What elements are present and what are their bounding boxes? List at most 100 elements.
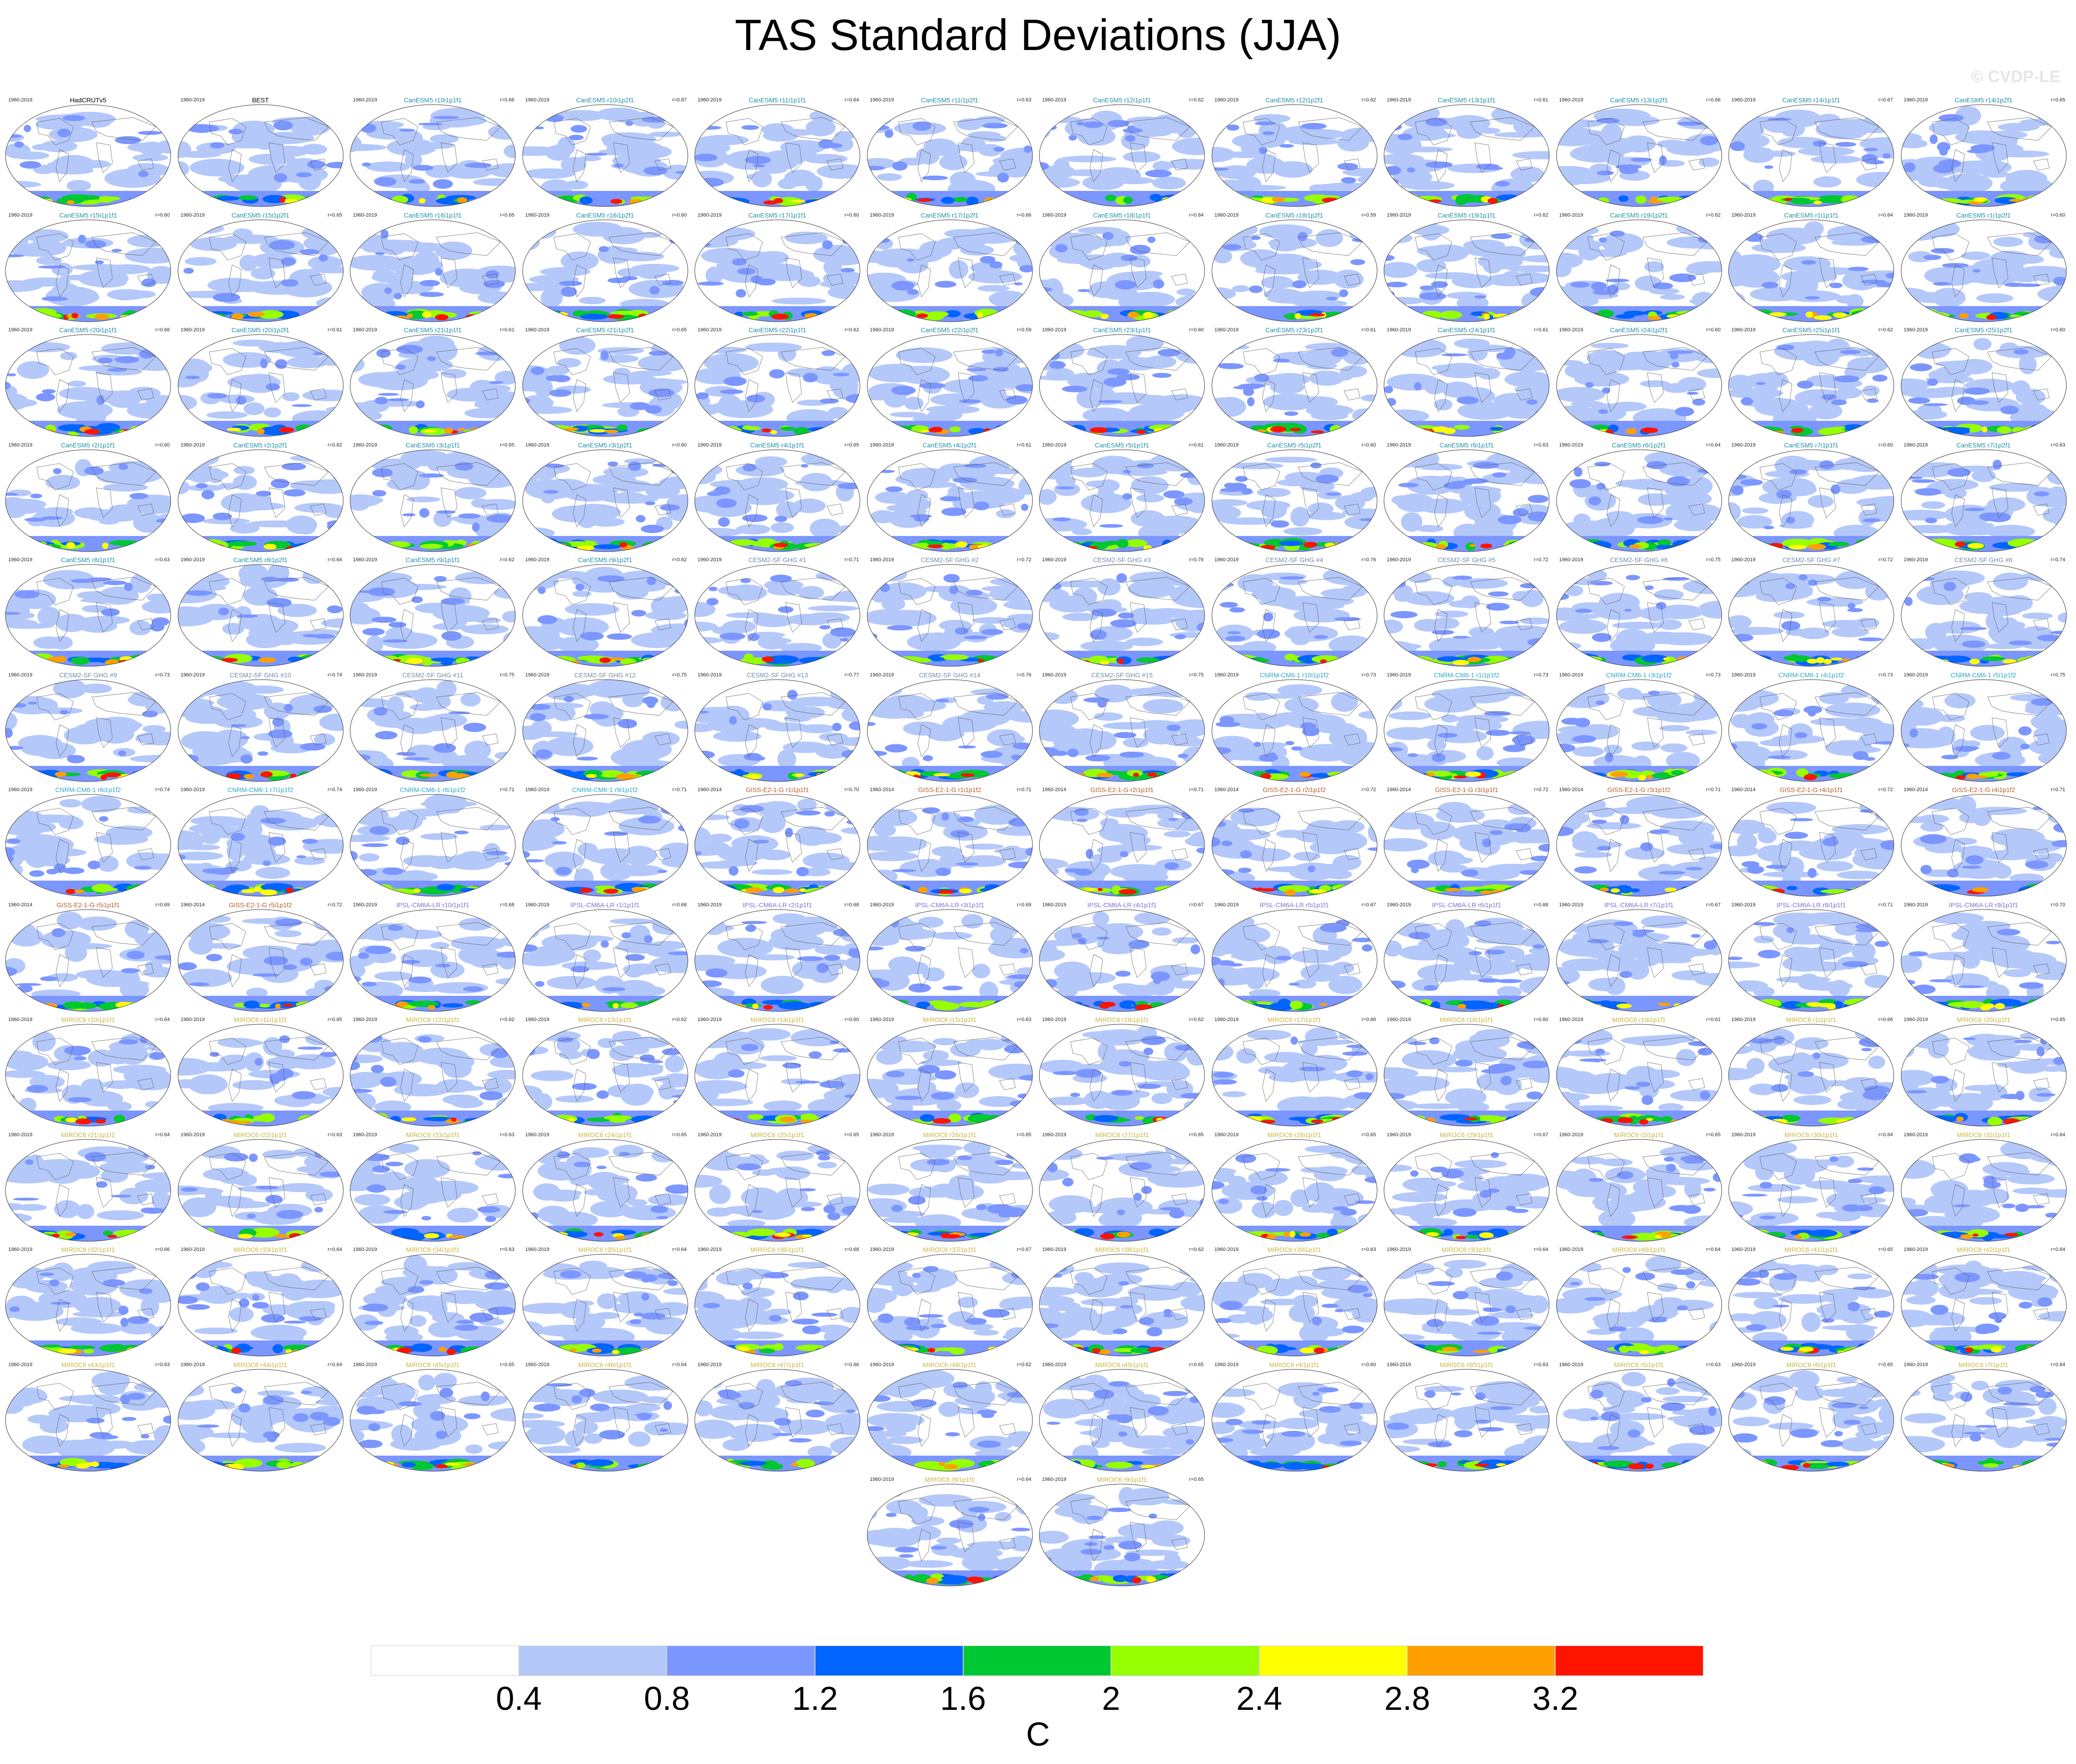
robinson-map	[1728, 449, 1894, 552]
panel-correlation: r=0.64	[2051, 1132, 2065, 1138]
panel-title: IPSL-CM6A-LR r9i1p1f1	[1949, 901, 2018, 909]
colorbar-tick-label: 0.8	[644, 1680, 690, 1717]
map-panel: 1960-2019 CanESM5 r24i1p2f1 r=0.60	[1554, 326, 1724, 441]
map-panel: 1960-2019 MIROC6 r16i1p1f1 r=0.62	[1037, 1016, 1207, 1131]
panel-period: 1960-2019	[180, 1132, 205, 1138]
panel-period: 1960-2019	[1903, 1017, 1928, 1022]
panel-period: 1960-2019	[1214, 212, 1239, 218]
map-panel: 1960-2019 MIROC6 r27i1p1f1 r=0.65	[1037, 1131, 1207, 1246]
map-panel: 1960-2019 CanESM5 r17i1p1f1 r=0.60	[692, 212, 863, 326]
colorbar-box	[1555, 1646, 1703, 1676]
map-panel: 1960-2019 CanESM5 r25i1p1f1 r=0.62	[1726, 326, 1897, 441]
panel-title: CanESM5 r16i1p1f1	[403, 211, 462, 219]
map-panel: 1960-2019 CESM2-SF GHG #5 r=0.72	[1381, 556, 1552, 671]
panel-correlation: r=0.63	[500, 1132, 515, 1138]
robinson-map	[178, 679, 343, 782]
map-panel: 1960-2019 CanESM5 r20i1p1f1 r=0.66	[3, 326, 173, 441]
map-panel: 1960-2019 CanESM5 r22i1p2f1 r=0.59	[865, 326, 1035, 441]
map-panel: 1960-2019 CanESM5 r18i1p2f1 r=0.59	[1209, 212, 1380, 326]
panel-period: 1960-2019	[1559, 1362, 1584, 1368]
map-panel: 1960-2019 MIROC6 r38i1p1f1 r=0.62	[1037, 1246, 1207, 1361]
panel-period: 1960-2019	[1214, 1362, 1239, 1368]
panel-period: 1960-2019	[1731, 442, 1756, 448]
panel-period: 1960-2019	[870, 442, 894, 448]
panel-correlation: r=0.75	[500, 672, 515, 678]
panel-period: 1960-2019	[1559, 557, 1584, 563]
panel-period: 1960-2019	[525, 672, 550, 678]
robinson-map	[1728, 794, 1894, 897]
robinson-map	[1384, 564, 1550, 667]
robinson-map	[1901, 219, 2066, 322]
robinson-map	[5, 104, 171, 207]
robinson-map	[1384, 679, 1550, 782]
map-panel: 1960-2019 MIROC6 r18i1p1f1 r=0.60	[1381, 1016, 1552, 1131]
robinson-map	[694, 794, 860, 897]
panel-correlation: r=0.65	[1189, 1132, 1204, 1138]
panel-period: 1960-2019	[353, 97, 377, 103]
panel-correlation: r=0.73	[1706, 672, 1721, 678]
map-panel: 1960-2019 IPSL-CM6A-LR r7i1p1f1 r=0.67	[1554, 901, 1724, 1016]
map-panel: 1960-2019 CanESM5 r3i1p2f1 r=0.60	[520, 441, 691, 556]
map-panel: 1960-2019 MIROC6 r42i1p1f1 r=0.64	[1898, 1246, 2069, 1361]
map-panel: 1960-2019 CESM2-SF GHG #6 r=0.75	[1554, 556, 1724, 671]
map-panel: 1960-2019 IPSL-CM6A-LR r2i1p1f1 r=0.68	[692, 901, 863, 1016]
robinson-map	[522, 1254, 688, 1356]
panel-title: CanESM5 r14i1p1f1	[1782, 96, 1841, 104]
map-panel: 1960-2019 CanESM5 r8i1p2f1 r=0.64	[175, 556, 346, 671]
panel-title: CanESM5 r10i1p2f1	[576, 96, 634, 104]
map-panel: 1960-2019 CanESM5 r21i1p2f1 r=0.65	[520, 326, 691, 441]
map-panel: 1960-2019 MIROC6 r32i1p1f1 r=0.66	[3, 1246, 173, 1361]
panel-correlation: r=0.72	[1878, 557, 1893, 563]
panel-title: CNRM-CM6-1 r9i1p1f2	[572, 786, 638, 793]
panel-correlation: r=0.63	[1706, 1362, 1721, 1368]
panel-title: MIROC6 r11i1p1f1	[234, 1016, 287, 1023]
robinson-map	[1039, 104, 1205, 207]
robinson-map	[5, 1369, 171, 1471]
robinson-map	[5, 564, 171, 667]
panel-correlation: r=0.66	[844, 1362, 859, 1368]
map-panel: 1960-2019 CNRM-CM6-1 r4i1p1f2 r=0.73	[1726, 671, 1897, 786]
panel-period: 1960-2019	[1042, 1132, 1066, 1138]
panel-period: 1960-2019	[1042, 97, 1066, 103]
panel-correlation: r=0.71	[1706, 787, 1721, 793]
map-panel: 1960-2019 CanESM5 r20i1p2f1 r=0.61	[175, 326, 346, 441]
panel-title: MIROC6 r48i1p1f1	[923, 1361, 977, 1368]
panel-period: 1960-2019	[1042, 212, 1066, 218]
map-panel: 1960-2019 CESM2-SF GHG #13 r=0.77	[692, 671, 863, 786]
panel-period: 1960-2019	[353, 557, 377, 563]
map-panel: 1960-2019 MIROC6 r17i1p1f1 r=0.66	[1209, 1016, 1380, 1131]
robinson-map	[5, 1139, 171, 1241]
panel-correlation: r=0.69	[155, 902, 170, 908]
panel-title: MIROC6 r16i1p1f1	[1095, 1016, 1149, 1023]
map-panel: 1960-2019 CESM2-SF GHG #1 r=0.71	[692, 556, 863, 671]
panel-period: 1960-2019	[1559, 672, 1584, 678]
panel-title: CanESM5 r13i1p2f1	[1610, 96, 1668, 104]
panel-title: CanESM5 r11i1p2f1	[921, 96, 979, 104]
map-panel: 1960-2019 CanESM5 r9i1p1f1 r=0.62	[347, 556, 518, 671]
map-panel: 1960-2019 CanESM5 r5i1p1f1 r=0.61	[1037, 441, 1207, 556]
panel-title: CanESM5 r9i1p1f1	[405, 556, 460, 564]
robinson-map	[1728, 334, 1894, 437]
robinson-map	[5, 1024, 171, 1127]
panel-title: CanESM5 r20i1p1f1	[59, 326, 117, 334]
panel-title: GISS-E2-1-G r3i1p1f2	[1607, 786, 1671, 793]
robinson-map	[522, 1139, 688, 1241]
map-panel: 1960-2019 CanESM5 r4i1p1f1 r=0.65	[692, 441, 863, 556]
panel-period: 1960-2019	[870, 1362, 894, 1368]
panel-period: 1960-2019	[1042, 672, 1066, 678]
robinson-map	[1039, 564, 1205, 667]
panel-correlation: r=0.66	[1362, 1017, 1376, 1022]
robinson-map	[1728, 1254, 1894, 1356]
panel-correlation: r=0.63	[155, 557, 170, 563]
colorbar-tick-label: 1.2	[792, 1680, 838, 1717]
panel-period: 1960-2019	[525, 1362, 550, 1368]
panel-title: MIROC6 r25i1p1f1	[750, 1131, 804, 1139]
robinson-map	[350, 1254, 516, 1356]
panel-title: CNRM-CM6-1 r4i1p1f2	[1778, 671, 1844, 679]
panel-correlation: r=0.77	[844, 672, 859, 678]
panel-period: 1960-2019	[698, 1362, 722, 1368]
panel-period: 1960-2019	[1214, 1017, 1239, 1022]
robinson-map	[1384, 334, 1550, 437]
panel-title: CNRM-CM6-1 r6i1p1f2	[55, 786, 121, 793]
panel-title: IPSL-CM6A-LR r3i1p1f1	[915, 901, 984, 909]
